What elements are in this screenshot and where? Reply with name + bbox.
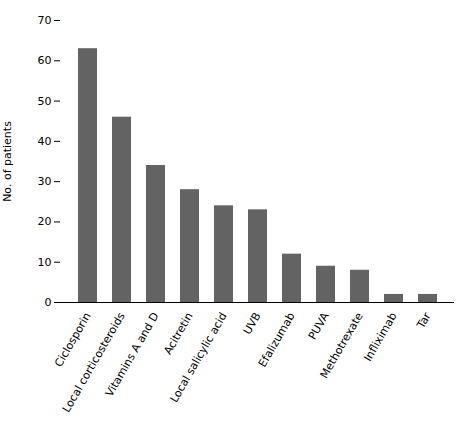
svg-text:30: 30 xyxy=(38,175,52,188)
svg-text:70: 70 xyxy=(38,14,52,27)
svg-text:50: 50 xyxy=(38,95,52,108)
svg-text:Local corticosteroids: Local corticosteroids xyxy=(60,310,128,415)
svg-text:0: 0 xyxy=(45,296,52,309)
svg-text:UVB: UVB xyxy=(241,310,264,337)
svg-text:60: 60 xyxy=(38,54,52,67)
svg-text:Methotrexate: Methotrexate xyxy=(317,310,365,381)
svg-text:Infliximab: Infliximab xyxy=(361,310,399,363)
svg-text:Vitamins A and D: Vitamins A and D xyxy=(103,310,162,399)
svg-text:Efalizumab: Efalizumab xyxy=(256,310,298,369)
svg-text:Acitretin: Acitretin xyxy=(161,310,195,356)
svg-text:10: 10 xyxy=(38,256,52,269)
svg-text:Tar: Tar xyxy=(414,310,434,332)
svg-text:Ciclosporin: Ciclosporin xyxy=(52,310,94,370)
svg-text:PUVA: PUVA xyxy=(306,310,332,342)
svg-text:No. of patients: No. of patients xyxy=(1,121,14,202)
svg-text:40: 40 xyxy=(38,135,52,148)
svg-text:Local salicylic acid: Local salicylic acid xyxy=(168,310,230,405)
svg-text:20: 20 xyxy=(38,215,52,228)
